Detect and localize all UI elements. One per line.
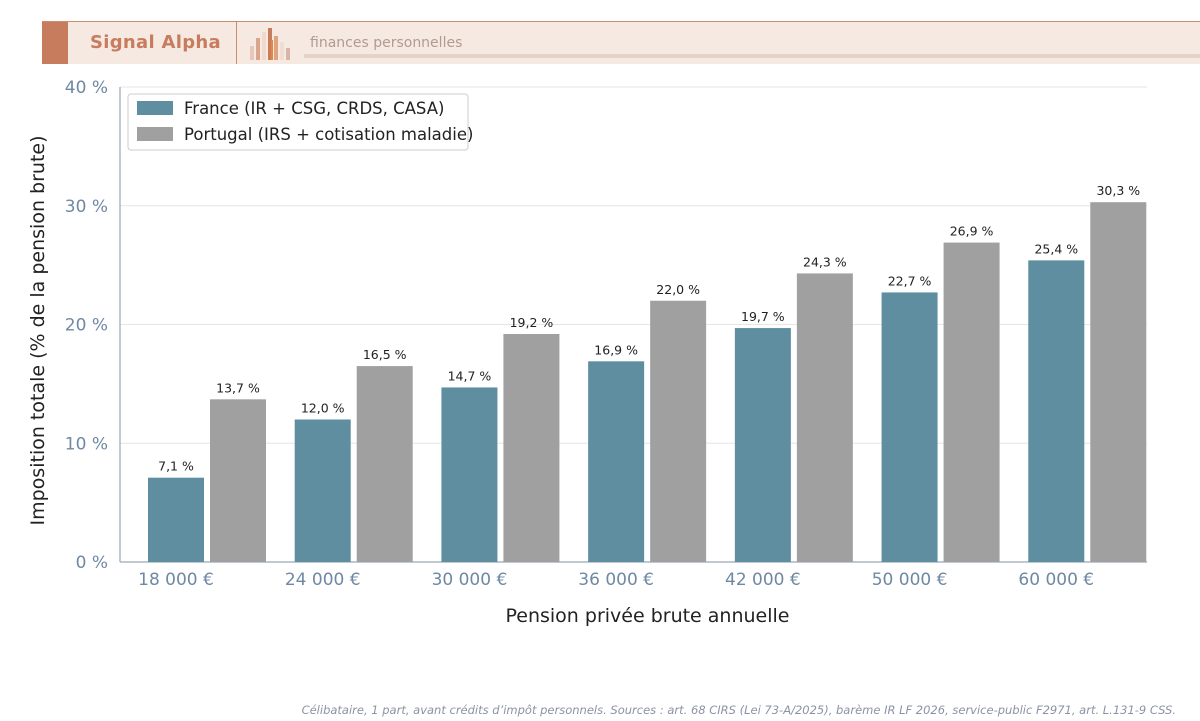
data-label: 30,3 % [1096, 183, 1140, 198]
data-label: 7,1 % [158, 459, 194, 474]
data-label: 19,2 % [510, 315, 554, 330]
y-tick-label: 20 % [65, 316, 108, 336]
data-label: 16,9 % [594, 342, 638, 357]
brand-swatch [42, 22, 68, 64]
data-label: 25,4 % [1034, 241, 1078, 256]
y-tick-label: 30 % [65, 197, 108, 217]
data-label: 22,7 % [888, 273, 932, 288]
legend-swatch [137, 127, 173, 141]
y-tick-label: 40 % [65, 78, 108, 98]
x-tick-label: 30 000 € [432, 570, 508, 590]
y-tick-label: 10 % [65, 434, 108, 454]
bar [441, 387, 498, 562]
bar [148, 477, 204, 562]
brand-name: Signal Alpha [90, 32, 221, 53]
bar [1090, 202, 1147, 562]
legend: France (IR + CSG, CRDS, CASA) Portugal (I… [127, 93, 473, 151]
x-axis-label: Pension privée brute annuelle [505, 605, 789, 627]
legend-swatch [137, 101, 173, 115]
legend-item-label: Portugal (IRS + cotisation maladie) [184, 125, 473, 144]
x-tick-label: 18 000 € [138, 570, 214, 590]
header-divider [236, 22, 237, 64]
data-label: 16,5 % [363, 347, 407, 362]
bar [356, 366, 413, 562]
header-rule [304, 54, 1200, 58]
bar [796, 273, 853, 562]
bar [294, 419, 351, 562]
data-label: 14,7 % [448, 368, 492, 383]
x-tick-label: 24 000 € [285, 570, 361, 590]
x-tick-label: 42 000 € [725, 570, 801, 590]
tagline: finances personnelles [310, 35, 463, 51]
data-label: 22,0 % [656, 282, 700, 297]
data-label: 12,0 % [301, 401, 345, 416]
bar [734, 328, 791, 562]
footnote: Célibataire, 1 part, avant crédits d’imp… [301, 703, 1176, 717]
bar [210, 399, 266, 562]
y-tick-label: 0 % [76, 553, 108, 573]
bar [943, 242, 1000, 562]
bar [1028, 260, 1085, 562]
data-label: 26,9 % [950, 224, 994, 239]
bar [650, 300, 707, 562]
bar-chart: 0 % 10 % 20 % 30 % 40 % 7,1 % 13,7 % 18 000 € 12… [27, 78, 1147, 627]
x-tick-label: 50 000 € [872, 570, 948, 590]
header-banner: Signal Alpha finances personnelles [42, 21, 1200, 64]
bar [503, 334, 560, 562]
legend-item-label: France (IR + CSG, CRDS, CASA) [184, 99, 444, 118]
bar-chart-logo-icon [250, 28, 290, 60]
y-axis-label: Imposition totale (% de la pension brute… [27, 136, 49, 526]
legend-box [127, 93, 469, 151]
x-tick-label: 60 000 € [1018, 570, 1094, 590]
data-label: 19,7 % [741, 309, 785, 324]
data-label: 13,7 % [216, 380, 260, 395]
bar [588, 361, 645, 562]
bar [881, 292, 938, 562]
x-tick-label: 36 000 € [578, 570, 654, 590]
data-label: 24,3 % [803, 254, 847, 269]
